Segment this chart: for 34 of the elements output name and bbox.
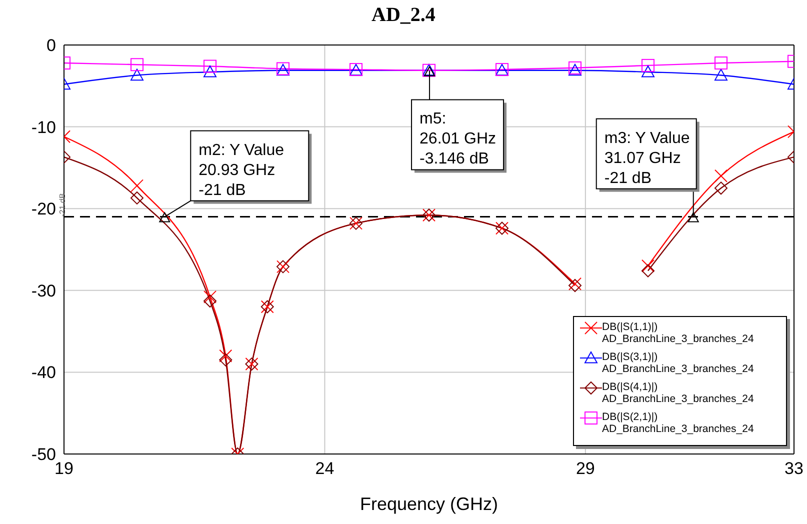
point (219, 353, 232, 366)
chart-title: AD_2.4 (370, 4, 436, 27)
annotation: m2: Y Value 20.93 GHz -21 dB (198, 142, 284, 199)
x-tick-label: 29 (576, 459, 595, 478)
y-tick-label: -40 (31, 363, 56, 382)
point (204, 60, 216, 73)
point (130, 191, 144, 204)
annotation: m5: 26.01 GHz -3.146 dB (420, 110, 496, 168)
legend-label: DB(|S(2,1)|) AD_BranchLine_3_branches_24 (602, 411, 754, 435)
point (642, 65, 654, 78)
y-tick-label: -20 (31, 200, 56, 219)
y-tick-label: -50 (31, 445, 56, 464)
y-tick-label: 0 (46, 36, 56, 56)
x-tick-label: 33 (784, 459, 804, 478)
point (130, 68, 144, 81)
legend-label: DB(|S(4,1)|) AD_BranchLine_3_branches_24 (602, 381, 754, 405)
point (204, 65, 216, 78)
x-tick-label: 24 (315, 459, 334, 478)
point (568, 64, 582, 76)
point (642, 58, 654, 72)
point (714, 68, 728, 81)
point (714, 56, 728, 70)
y-tick-label: -30 (31, 281, 56, 300)
point (714, 182, 728, 195)
point (204, 294, 216, 308)
point (642, 264, 654, 278)
legend-label: DB(|S(1,1)|) AD_BranchLine_3_branches_24 (602, 321, 754, 345)
point (130, 58, 144, 72)
annotation: m3: Y Value 31.07 GHz -21 dB (604, 130, 690, 187)
y-tick-label: -10 (31, 118, 56, 137)
ref-line-label: -21 dB (58, 193, 67, 217)
x-tick-label: 19 (54, 459, 74, 478)
x-axis-title: Frequency (GHz) (360, 494, 498, 514)
legend-label: DB(|S(3,1)|) AD_BranchLine_3_branches_24 (602, 351, 754, 375)
